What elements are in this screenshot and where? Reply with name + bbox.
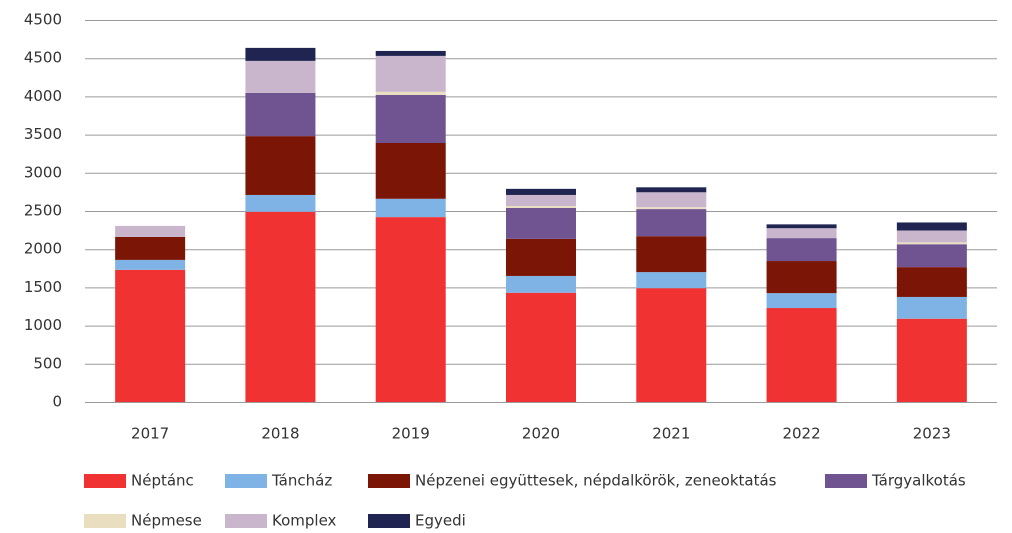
bar-segment (375, 198, 446, 218)
legend-swatch (225, 514, 267, 528)
legend-label: Népmese (131, 512, 202, 530)
y-tick-label: 1500 (24, 278, 62, 296)
x-tick-label: 2018 (261, 425, 299, 443)
bar-segment (115, 225, 186, 237)
x-tick-label: 2017 (131, 425, 169, 443)
bar-segment (506, 206, 576, 208)
bar-segment (375, 217, 446, 402)
y-tick-label: 0 (52, 393, 62, 411)
y-tick-label: 3000 (24, 163, 62, 181)
bar-segment (245, 136, 316, 195)
bar-segment (115, 259, 186, 270)
bar-segment (636, 192, 707, 208)
bar-segment (896, 222, 967, 231)
legend-label: Tárgyalkotás (871, 472, 966, 490)
bar-segment (375, 94, 446, 144)
legend-swatch (84, 514, 126, 528)
legend-swatch (368, 474, 410, 488)
bar-segment (766, 261, 837, 294)
bar-segment (115, 269, 186, 402)
x-tick-label: 2020 (522, 425, 560, 443)
bar-segment (506, 207, 576, 239)
bar-segment (636, 272, 707, 289)
bar-segment (245, 194, 316, 212)
bar-segment (896, 230, 967, 243)
bar-segment (636, 209, 707, 237)
y-tick-label: 2000 (24, 240, 62, 258)
bar-segment (375, 143, 446, 199)
bar-segment (245, 60, 316, 93)
bar-segment (896, 267, 967, 297)
legend-swatch (225, 474, 267, 488)
legend-label: Egyedi (415, 512, 466, 530)
bar-segment (506, 275, 576, 293)
legend-label: Komplex (272, 512, 337, 530)
y-tick-label: 4500 (24, 49, 62, 67)
y-tick-label: 4500 (24, 11, 62, 29)
bar-segment (636, 187, 707, 193)
legend-label: Népzenei együttesek, népdalkörök, zeneok… (415, 472, 777, 490)
bar-segment (506, 292, 576, 402)
legend-swatch (368, 514, 410, 528)
bar-segment (506, 238, 576, 276)
bar-segment (766, 238, 837, 262)
bar-segment (506, 188, 576, 195)
bar-segment (636, 236, 707, 273)
bar-segment (766, 293, 837, 309)
bar-segment (766, 228, 837, 239)
bar-segment (896, 296, 967, 319)
bar-segment (896, 242, 967, 245)
bar-segment (115, 236, 186, 260)
legend-swatch (84, 474, 126, 488)
bar-segment (245, 211, 316, 402)
bar-segment (245, 47, 316, 61)
bar-segment (375, 91, 446, 95)
bar-segment (896, 244, 967, 268)
x-tick-label: 2019 (392, 425, 430, 443)
x-tick-label: 2023 (913, 425, 951, 443)
bar-segment (506, 194, 576, 207)
y-tick-label: 3500 (24, 125, 62, 143)
bar-segment (896, 318, 967, 402)
bar-segment (636, 207, 707, 210)
legend-label: Néptánc (131, 472, 194, 490)
bar-segment (636, 288, 707, 402)
bar-segment (766, 308, 837, 402)
y-tick-label: 1000 (24, 316, 62, 334)
bar-segment (766, 224, 837, 229)
bar-segment (375, 50, 446, 56)
bar-segment (375, 55, 446, 92)
legend-swatch (825, 474, 867, 488)
x-tick-label: 2022 (782, 425, 820, 443)
bar-segment (245, 92, 316, 137)
legend-label: Táncház (271, 472, 332, 490)
y-tick-label: 2500 (24, 202, 62, 220)
y-tick-label: 500 (33, 354, 62, 372)
x-tick-label: 2021 (652, 425, 690, 443)
y-tick-label: 4000 (24, 87, 62, 105)
